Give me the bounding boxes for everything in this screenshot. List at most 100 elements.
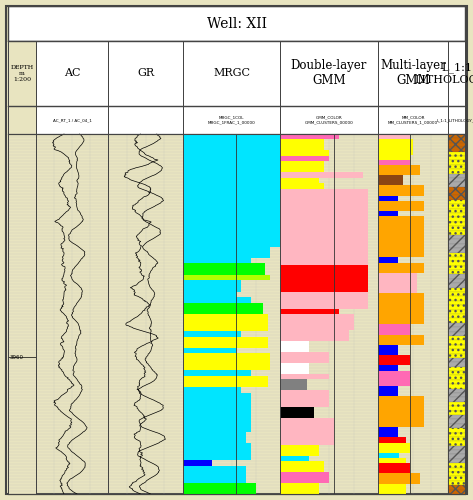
Bar: [378, 340, 423, 345]
Bar: [448, 354, 465, 358]
Bar: [378, 489, 406, 494]
Bar: [183, 404, 251, 409]
Bar: [378, 304, 423, 309]
Bar: [280, 166, 324, 172]
Bar: [448, 244, 465, 248]
Bar: [448, 240, 465, 244]
Bar: [183, 264, 265, 269]
Bar: [183, 348, 236, 354]
Bar: [183, 145, 280, 151]
Bar: [280, 194, 368, 200]
Bar: [448, 314, 465, 318]
Bar: [378, 288, 417, 294]
Bar: [448, 305, 465, 310]
Bar: [280, 466, 324, 472]
Bar: [448, 164, 465, 169]
Bar: [183, 297, 251, 302]
Bar: [183, 382, 268, 387]
Bar: [448, 424, 465, 428]
Bar: [378, 298, 423, 304]
Bar: [183, 421, 251, 426]
Bar: [448, 156, 465, 160]
Bar: [378, 381, 410, 386]
Bar: [280, 412, 314, 418]
Bar: [448, 274, 465, 279]
Bar: [448, 200, 465, 204]
Text: L_1:1_LITHOLOGY_1: L_1:1_LITHOLOGY_1: [436, 118, 473, 122]
Text: Multi-layer
GMM: Multi-layer GMM: [380, 60, 446, 88]
Bar: [183, 359, 270, 364]
Bar: [448, 288, 465, 292]
Bar: [280, 183, 324, 188]
Bar: [448, 442, 465, 446]
Text: AC: AC: [64, 68, 80, 78]
Bar: [378, 324, 410, 330]
Bar: [378, 294, 423, 298]
Bar: [378, 360, 410, 366]
Bar: [280, 238, 368, 243]
Bar: [280, 320, 353, 325]
Bar: [378, 442, 410, 448]
Bar: [183, 320, 268, 325]
Bar: [280, 243, 368, 248]
Bar: [378, 175, 403, 180]
Bar: [280, 314, 353, 320]
Bar: [378, 402, 423, 406]
Bar: [448, 450, 465, 454]
Bar: [448, 310, 465, 314]
Bar: [280, 368, 309, 374]
Bar: [8, 41, 36, 494]
Bar: [448, 349, 465, 354]
Bar: [448, 284, 465, 288]
Bar: [280, 363, 309, 368]
Bar: [183, 258, 251, 264]
Bar: [280, 396, 329, 402]
Bar: [183, 432, 246, 438]
Bar: [448, 481, 465, 485]
Bar: [448, 230, 465, 235]
Bar: [448, 174, 465, 178]
Bar: [280, 254, 368, 260]
Bar: [448, 296, 465, 301]
Bar: [378, 180, 403, 186]
Bar: [183, 354, 270, 359]
Bar: [378, 222, 423, 226]
Bar: [183, 179, 280, 184]
Bar: [378, 216, 423, 222]
Bar: [183, 286, 241, 292]
Bar: [378, 458, 406, 463]
Bar: [183, 449, 251, 454]
Bar: [378, 139, 413, 144]
Bar: [448, 235, 465, 240]
Text: MRGC: MRGC: [213, 68, 250, 78]
Bar: [448, 358, 465, 362]
Bar: [280, 418, 334, 423]
Text: Well: XII: Well: XII: [207, 16, 266, 30]
Bar: [448, 252, 465, 257]
Bar: [280, 472, 329, 478]
Bar: [448, 191, 465, 196]
Bar: [183, 314, 268, 320]
Bar: [378, 438, 406, 442]
Bar: [378, 242, 423, 247]
Bar: [183, 246, 270, 252]
Bar: [378, 186, 423, 190]
Bar: [448, 182, 465, 186]
Bar: [448, 213, 465, 218]
Bar: [378, 273, 417, 278]
Bar: [280, 325, 353, 330]
Bar: [378, 396, 423, 402]
Bar: [280, 140, 324, 145]
Bar: [183, 472, 246, 477]
Bar: [448, 384, 465, 388]
Bar: [183, 331, 241, 336]
Bar: [378, 201, 423, 206]
Bar: [448, 160, 465, 164]
Bar: [378, 417, 423, 422]
Bar: [280, 308, 339, 314]
Bar: [448, 336, 465, 340]
Bar: [448, 226, 465, 230]
Bar: [280, 200, 368, 205]
Bar: [183, 190, 280, 196]
Bar: [378, 334, 423, 340]
